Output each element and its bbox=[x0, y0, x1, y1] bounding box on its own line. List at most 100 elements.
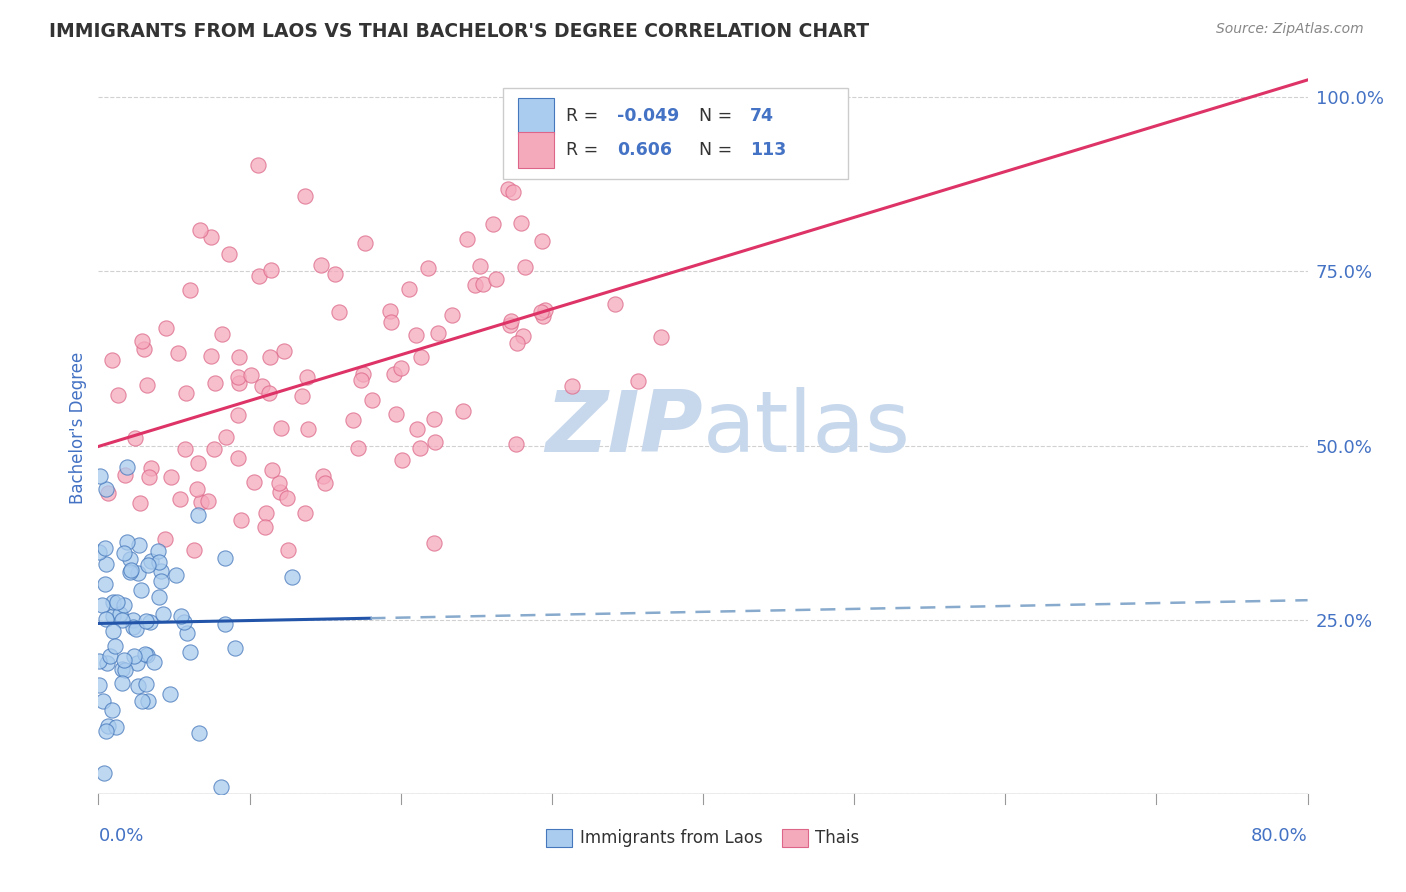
Point bbox=[131, 694, 153, 708]
Point bbox=[354, 236, 377, 251]
Point bbox=[93, 577, 115, 591]
Point bbox=[426, 326, 449, 340]
Point bbox=[105, 720, 128, 734]
Point bbox=[124, 431, 146, 445]
Point bbox=[122, 648, 145, 663]
FancyBboxPatch shape bbox=[503, 88, 848, 179]
Point bbox=[534, 303, 557, 318]
Text: Immigrants from Laos: Immigrants from Laos bbox=[579, 829, 762, 847]
Point bbox=[228, 376, 250, 390]
Point bbox=[389, 360, 412, 375]
Point bbox=[111, 613, 134, 627]
Text: atlas: atlas bbox=[703, 386, 911, 470]
FancyBboxPatch shape bbox=[782, 829, 808, 847]
Point bbox=[197, 493, 219, 508]
Point bbox=[246, 159, 269, 173]
Point bbox=[291, 389, 314, 403]
Point bbox=[209, 780, 232, 794]
Point bbox=[136, 694, 159, 708]
Point bbox=[269, 475, 291, 490]
Point bbox=[273, 343, 295, 358]
Point bbox=[247, 268, 270, 283]
Point bbox=[243, 475, 266, 489]
Point bbox=[159, 687, 181, 701]
Text: N =: N = bbox=[699, 141, 738, 159]
Point bbox=[153, 532, 176, 546]
FancyBboxPatch shape bbox=[546, 829, 572, 847]
Point bbox=[530, 305, 553, 319]
Point bbox=[190, 495, 212, 509]
Point bbox=[138, 470, 160, 484]
Point bbox=[129, 496, 152, 510]
Text: Source: ZipAtlas.com: Source: ZipAtlas.com bbox=[1216, 22, 1364, 37]
Point bbox=[579, 152, 602, 166]
Point bbox=[254, 520, 277, 534]
Point bbox=[139, 461, 162, 475]
Text: ZIP: ZIP bbox=[546, 386, 703, 470]
Point bbox=[385, 408, 408, 422]
Point bbox=[224, 640, 246, 655]
Point bbox=[146, 544, 169, 558]
Point bbox=[277, 543, 299, 558]
Point bbox=[190, 223, 212, 237]
Point bbox=[127, 566, 149, 580]
Point bbox=[131, 334, 153, 348]
Point bbox=[148, 555, 170, 569]
Point bbox=[107, 388, 129, 402]
Point bbox=[94, 612, 117, 626]
Point bbox=[416, 260, 439, 275]
Point bbox=[512, 329, 534, 343]
Point bbox=[328, 305, 350, 319]
Point bbox=[297, 421, 319, 435]
Point bbox=[342, 413, 364, 427]
Point bbox=[294, 506, 316, 520]
Point bbox=[561, 379, 583, 393]
Point bbox=[650, 330, 672, 344]
Point bbox=[281, 570, 304, 584]
Point bbox=[94, 541, 117, 555]
Point bbox=[120, 551, 142, 566]
Point bbox=[112, 546, 135, 560]
Point bbox=[111, 661, 134, 675]
Point bbox=[127, 656, 149, 670]
Point bbox=[218, 247, 240, 261]
Point bbox=[513, 260, 536, 275]
Point bbox=[174, 442, 197, 456]
Point bbox=[148, 590, 170, 604]
Point bbox=[96, 724, 118, 739]
Point bbox=[269, 484, 291, 499]
Point bbox=[398, 282, 420, 296]
Point bbox=[531, 234, 554, 248]
Point bbox=[411, 350, 433, 364]
Point bbox=[204, 376, 226, 391]
Point bbox=[176, 626, 198, 640]
Point bbox=[129, 582, 152, 597]
Point bbox=[152, 607, 174, 621]
Y-axis label: Bachelor's Degree: Bachelor's Degree bbox=[69, 352, 87, 504]
Point bbox=[139, 554, 162, 568]
Text: R =: R = bbox=[567, 107, 605, 125]
Point bbox=[361, 393, 384, 408]
Point bbox=[94, 483, 117, 497]
Point bbox=[262, 463, 284, 477]
FancyBboxPatch shape bbox=[517, 97, 554, 134]
Point bbox=[200, 230, 222, 244]
Point bbox=[97, 719, 120, 733]
Point bbox=[174, 386, 197, 401]
Point bbox=[136, 558, 159, 572]
Point bbox=[257, 385, 280, 400]
Point bbox=[115, 460, 138, 475]
Point bbox=[297, 370, 319, 384]
Point bbox=[139, 615, 162, 630]
Point bbox=[105, 595, 128, 609]
Point bbox=[226, 451, 249, 466]
Point bbox=[134, 647, 156, 661]
Point bbox=[127, 679, 149, 693]
Point bbox=[89, 469, 111, 483]
Point bbox=[380, 315, 402, 329]
Point bbox=[464, 277, 486, 292]
Point bbox=[94, 557, 117, 571]
Point bbox=[468, 259, 491, 273]
Point bbox=[136, 377, 159, 392]
Point bbox=[405, 328, 427, 343]
